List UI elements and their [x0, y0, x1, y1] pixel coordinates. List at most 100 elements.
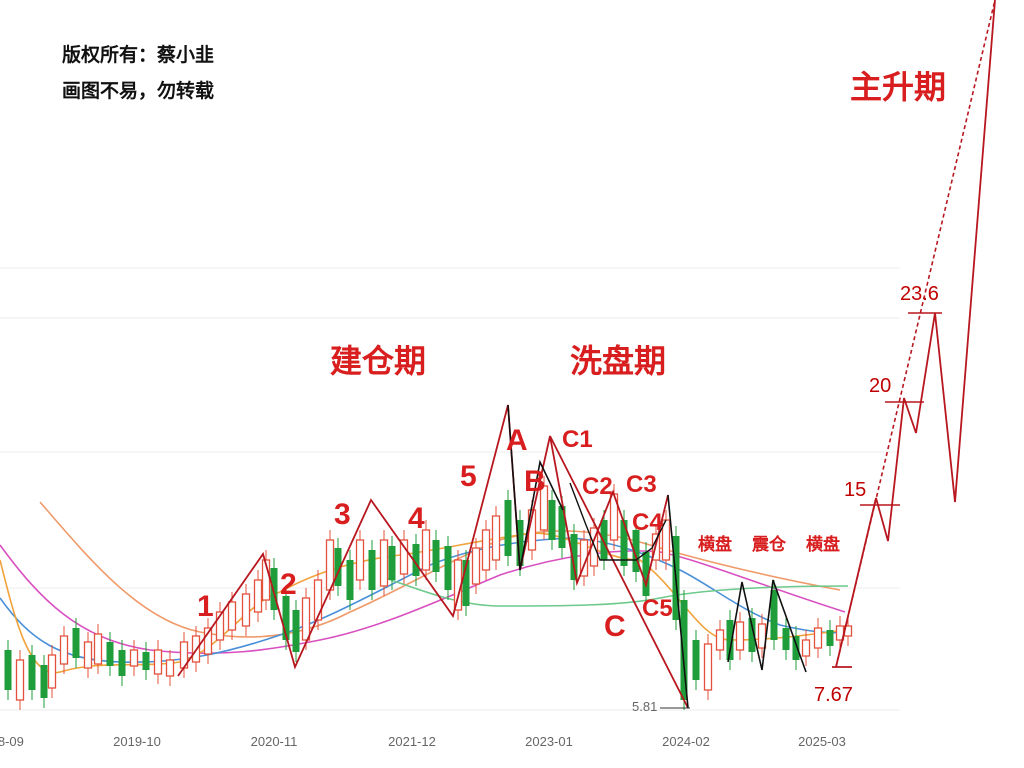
grid [0, 267, 900, 711]
candle-body [47, 654, 57, 689]
wave-label-C5: C5 [642, 595, 673, 622]
candle-body [313, 579, 323, 621]
candle-body [548, 500, 556, 540]
sideways-black [727, 579, 807, 673]
candle-body [620, 520, 628, 566]
candle-body [282, 596, 290, 640]
wave-label-1: 1 [197, 590, 214, 623]
main-rise-trendline [835, 0, 996, 668]
candle-body [379, 539, 389, 587]
wave-label-C: C [604, 610, 626, 643]
candle-body [642, 552, 650, 596]
wave-label-4: 4 [408, 502, 425, 535]
target-price-23-6: 23.6 [900, 283, 939, 305]
candle-body [93, 633, 103, 665]
candle-body [292, 610, 300, 652]
x-tick: 2019-10 [113, 734, 161, 749]
no-repost-text: 画图不易，勿转载 [62, 80, 215, 102]
target-price-20: 20 [869, 375, 891, 397]
candle-body [40, 665, 48, 698]
candle-body [600, 520, 608, 560]
candle-body [59, 635, 69, 665]
label-sideways-2: 横盘 [806, 534, 840, 555]
candle-body [28, 655, 36, 690]
candle-body [142, 652, 150, 670]
candle-body [388, 546, 396, 580]
candle-body [241, 593, 251, 627]
candle-body [227, 601, 237, 631]
candle-body [692, 640, 700, 680]
candle-body [412, 544, 420, 576]
candle-body [481, 529, 491, 571]
x-tick: 2025-03 [798, 734, 846, 749]
candle-body [83, 641, 93, 669]
phase-label-accumulation: 建仓期 [330, 342, 426, 380]
candle-body [462, 560, 470, 606]
candle-body [813, 627, 823, 649]
wave-C5-black [667, 494, 689, 709]
wave-AB-black [507, 404, 564, 571]
candle-body [792, 636, 800, 660]
candle-body [346, 560, 354, 600]
candle-body [504, 500, 512, 556]
candle-body [270, 568, 278, 610]
candle-body [399, 539, 409, 575]
wave-label-3: 3 [334, 498, 351, 531]
wave-label-5: 5 [460, 460, 477, 493]
low-price-marker: 5.81 [632, 699, 657, 714]
x-tick: 2023-01 [525, 734, 573, 749]
wave-label-C1: C1 [562, 426, 593, 453]
label-sideways-1: 横盘 [698, 534, 732, 555]
candle-body [735, 621, 745, 651]
candle-body [165, 659, 175, 677]
candle-body [703, 643, 713, 691]
candle-body [334, 548, 342, 586]
candle-body [106, 642, 114, 666]
candle-body [782, 628, 790, 650]
phase-label-washout: 洗盘期 [570, 342, 666, 380]
label-shakeout: 震仓 [751, 534, 787, 555]
wave-label-C3: C3 [626, 471, 657, 498]
candle-body [558, 506, 566, 548]
candle-body [153, 649, 163, 675]
candle-body [325, 539, 335, 591]
candle-body [632, 530, 640, 572]
wave-C-line [549, 435, 689, 709]
x-axis: 2018-09 2019-10 2020-11 2021-12 2023-01 … [0, 734, 846, 749]
candle-body [253, 579, 263, 613]
x-tick: 2018-09 [0, 734, 24, 749]
candle-body [129, 649, 139, 667]
candle-body [491, 515, 501, 561]
candle-body [680, 600, 688, 700]
candle-body [516, 520, 524, 566]
x-tick: 2021-12 [388, 734, 436, 749]
candle-body [421, 529, 431, 571]
candle-body [215, 611, 225, 641]
wave-label-C4: C4 [632, 509, 663, 536]
x-tick: 2020-11 [251, 734, 298, 749]
wave-label-A: A [506, 424, 528, 457]
candle-body [4, 650, 12, 690]
x-tick: 2024-02 [662, 734, 710, 749]
candle-body [539, 485, 549, 531]
wave-label-B: B [524, 465, 546, 498]
candle-body [15, 659, 25, 701]
candle-body [355, 539, 365, 581]
wash-sub-wave-black [569, 482, 667, 561]
candle-body [726, 620, 734, 660]
candle-body [826, 630, 834, 646]
ma30-line [39, 501, 841, 638]
wave-label-C2: C2 [582, 473, 613, 500]
candle-body [432, 540, 440, 572]
candle-body [203, 627, 213, 655]
wave-label-2: 2 [280, 568, 297, 601]
candle-body [748, 618, 756, 652]
candle-body [770, 590, 778, 640]
copyright-text: 版权所有：蔡小韭 [62, 44, 215, 66]
candle-body [72, 628, 80, 658]
candle-body [801, 639, 811, 657]
candle-body [301, 597, 311, 641]
candle-body [118, 650, 126, 676]
candle-body [570, 534, 578, 580]
